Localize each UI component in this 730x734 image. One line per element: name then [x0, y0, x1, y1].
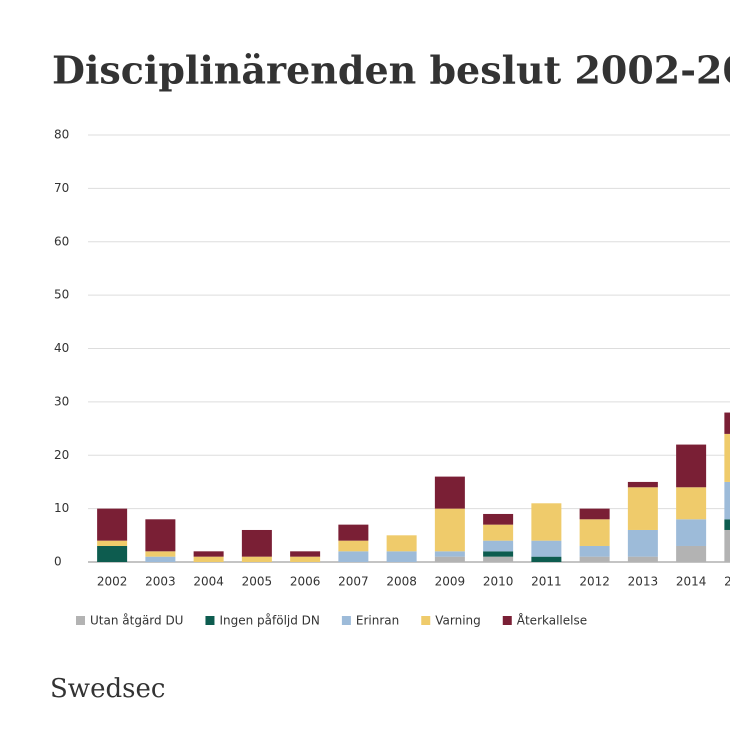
bar-segment: [386, 535, 417, 552]
y-tick-label: 60: [54, 234, 69, 248]
bar-segment: [193, 556, 224, 562]
bar-segment: [241, 529, 272, 557]
bar-segment: [97, 508, 128, 541]
bar-segment: [338, 524, 369, 541]
bar-segment: [676, 444, 707, 488]
bar-segment: [676, 519, 707, 546]
bar-segment: [531, 556, 562, 562]
bar-segment: [434, 551, 465, 557]
bar-segment: [483, 524, 514, 541]
legend-label: Varning: [435, 614, 481, 628]
bar-segment: [676, 545, 707, 562]
bar-segment: [627, 481, 658, 488]
legend-swatch: [421, 616, 431, 625]
bar-segment: [145, 551, 176, 557]
bar-segment: [145, 556, 176, 562]
bar-segment: [338, 540, 369, 552]
x-tick-label: 2012: [579, 575, 610, 589]
x-tick-label: 2007: [338, 575, 369, 589]
bar-segment: [434, 508, 465, 552]
y-tick-label: 80: [54, 128, 69, 142]
x-tick-label: 2010: [483, 575, 514, 589]
bar-segment: [483, 513, 514, 525]
y-tick-label: 20: [54, 448, 69, 462]
bar-segment: [579, 508, 610, 520]
legend-label: Erinran: [356, 614, 399, 628]
legend-label: Återkallelse: [517, 613, 587, 628]
bar-segment: [531, 503, 562, 541]
y-tick-label: 50: [54, 288, 69, 302]
bar-segment: [241, 556, 272, 562]
bar-segment: [579, 545, 610, 557]
bar-segment: [724, 481, 730, 520]
bar-segment: [434, 556, 465, 562]
bar-segment: [579, 519, 610, 546]
x-tick-label: 2011: [531, 575, 562, 589]
x-tick-label: 2014: [676, 575, 707, 589]
bar-segment: [627, 556, 658, 562]
legend-swatch: [205, 616, 215, 625]
bar-segment: [338, 551, 369, 562]
x-tick-label: 2004: [193, 575, 224, 589]
legend-label: Utan åtgärd DU: [90, 614, 183, 628]
y-tick-label: 40: [54, 341, 69, 355]
bar-segment: [579, 556, 610, 562]
x-tick-label: 2009: [435, 575, 466, 589]
bar-segment: [627, 529, 658, 557]
bar-segment: [97, 545, 128, 562]
bar-segment: [724, 529, 730, 562]
bar-segment: [483, 540, 514, 552]
bar-segment: [290, 551, 321, 557]
bar-segment: [386, 551, 417, 562]
y-tick-label: 70: [54, 181, 69, 195]
bar-segment: [434, 476, 465, 509]
bar-segment: [290, 556, 321, 562]
bar-segment: [531, 540, 562, 557]
bar-segment: [724, 412, 730, 434]
legend-swatch: [76, 616, 85, 625]
chart-title: Disciplinärenden beslut 2002-20: [52, 48, 730, 93]
legend-swatch: [502, 616, 512, 625]
y-tick-label: 0: [54, 555, 62, 569]
bar-segment: [145, 519, 176, 552]
x-tick-label: 2013: [628, 575, 659, 589]
x-tick-label: 2002: [97, 575, 128, 589]
bar-segment: [724, 433, 730, 482]
bar-segment: [193, 551, 224, 557]
y-tick-label: 30: [54, 394, 69, 408]
x-tick-label: 2015: [724, 575, 730, 589]
legend-swatch: [341, 616, 351, 625]
x-tick-label: 2003: [145, 575, 176, 589]
x-tick-label: 2008: [386, 575, 417, 589]
bar-segment: [724, 519, 730, 530]
legend-label: Ingen påföljd DN: [219, 614, 319, 628]
bar-segment: [97, 540, 128, 546]
bar-segment: [483, 551, 514, 557]
bar-segment: [627, 487, 658, 530]
bar-segment: [676, 487, 707, 520]
bar-segment: [483, 556, 514, 562]
x-tick-label: 2006: [290, 575, 321, 589]
x-tick-label: 2005: [242, 575, 273, 589]
logo: Swedsec: [50, 674, 165, 704]
y-tick-label: 10: [54, 501, 69, 515]
